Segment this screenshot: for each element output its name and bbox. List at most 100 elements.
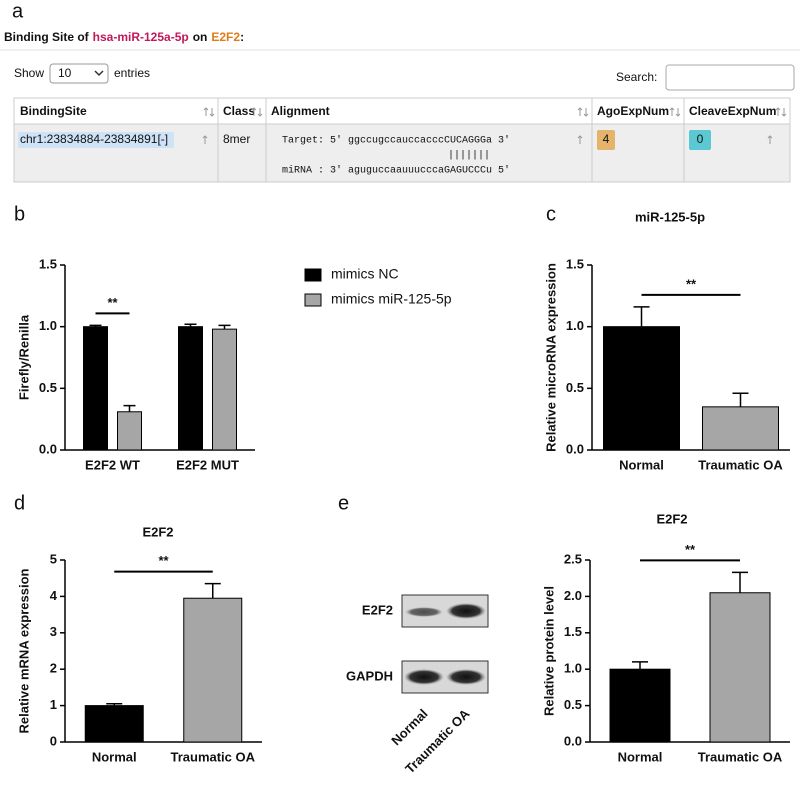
table-title: Binding Site of hsa-miR-125a-5p on E2F2:	[4, 30, 244, 44]
select-chevron	[94, 70, 104, 77]
title-text: Binding Site of	[4, 30, 90, 44]
y-tick-label: 1.5	[566, 256, 584, 271]
column-header[interactable]: CleaveExpNum	[689, 104, 776, 118]
error-bar	[732, 571, 748, 593]
site-class: 8mer	[223, 132, 250, 146]
mirna-seq: miRNA : 3' aguguccaauuucccaGAGUCCCu 5'	[282, 165, 510, 177]
panel-label: e	[338, 492, 349, 514]
y-tick-label: 0.0	[564, 733, 582, 748]
bar	[117, 411, 142, 451]
column-header[interactable]: Class	[223, 104, 255, 118]
sort-icon	[202, 135, 208, 144]
page-size-select[interactable]	[49, 63, 109, 84]
column-header[interactable]: Alignment	[271, 104, 330, 118]
column-header[interactable]: AgoExpNum	[597, 104, 669, 118]
y-tick-label: 1.0	[39, 318, 57, 333]
x-tick-label: E2F2 WT	[85, 457, 140, 472]
search-label: Search:	[616, 70, 657, 84]
y-tick-label: 3	[50, 624, 57, 639]
y-tick-label: 0.5	[564, 697, 582, 712]
y-tick-label: 2	[50, 661, 57, 676]
target-seq: Target: 5' ggccugccauccacccCUCAGGGa 3'	[282, 135, 510, 147]
table-header	[13, 97, 791, 125]
show-label: Show	[14, 66, 44, 80]
bar	[183, 597, 243, 743]
cleave-count: 0	[697, 132, 704, 146]
y-tick-label: 0.5	[39, 380, 57, 395]
y-axis-label: Firefly/Renilla	[16, 314, 31, 400]
x-tick-label: Normal	[618, 749, 663, 764]
panel-label: d	[14, 492, 25, 514]
y-tick-label: 0	[50, 733, 57, 748]
bar	[212, 328, 237, 451]
significance-label: **	[685, 542, 696, 557]
sort-icon	[669, 107, 681, 117]
panel-label: a	[12, 0, 24, 22]
error-bar	[732, 392, 749, 407]
legend-label: mimics miR-125-5p	[331, 291, 452, 307]
x-tick-label: Normal	[619, 457, 664, 472]
column-lines	[217, 98, 685, 182]
title-text: on	[193, 30, 208, 44]
y-tick-label: 0.0	[39, 441, 57, 456]
y-tick-label: 1.5	[564, 624, 582, 639]
y-tick-label: 1	[50, 697, 57, 712]
chart-title: miR-125-5p	[635, 209, 705, 224]
sort-icon	[577, 107, 589, 117]
y-tick-label: 1.5	[39, 256, 57, 271]
x-tick-label: Normal	[92, 749, 137, 764]
chart-title: E2F2	[142, 524, 173, 539]
cell-highlight	[18, 132, 174, 148]
legend-label: mimics NC	[331, 266, 399, 282]
error-bar	[218, 324, 231, 330]
legend-swatch	[304, 268, 322, 282]
x-tick-label: E2F2 MUT	[176, 457, 239, 472]
sort-icon	[577, 135, 583, 144]
bar	[178, 326, 203, 451]
bar	[83, 326, 108, 451]
title-gene: E2F2	[211, 30, 240, 44]
cleave-badge	[689, 130, 711, 150]
y-axis-label: Relative microRNA expression	[543, 263, 558, 452]
bar	[603, 326, 680, 451]
title-text: :	[240, 30, 244, 44]
y-axis-label: Relative protein level	[541, 586, 556, 716]
y-tick-label: 1.0	[564, 661, 582, 676]
blot-band	[405, 607, 443, 617]
bar	[84, 705, 144, 743]
ago-badge	[597, 130, 615, 150]
significance-label: **	[686, 276, 697, 291]
bar	[709, 592, 771, 743]
error-bar	[106, 703, 123, 706]
y-tick-label: 2.5	[564, 551, 582, 566]
ago-count: 4	[603, 132, 610, 146]
blot-label: GAPDH	[346, 668, 393, 683]
sort-icon	[767, 135, 773, 144]
legend-swatch	[304, 293, 322, 307]
binding-site: chr1:23834884-23834891[-]	[20, 132, 168, 146]
panel-label: b	[14, 203, 25, 225]
y-tick-label: 2.0	[564, 588, 582, 603]
column-header[interactable]: BindingSite	[20, 104, 87, 118]
lane-label: Normal	[388, 706, 430, 748]
sort-icon	[251, 107, 263, 117]
error-bar	[123, 404, 136, 412]
search-input[interactable]	[665, 64, 795, 91]
error-bar	[633, 306, 650, 327]
y-tick-label: 1.0	[566, 318, 584, 333]
x-tick-label: Traumatic OA	[698, 457, 783, 472]
bar	[702, 406, 779, 451]
y-tick-label: 0.0	[566, 441, 584, 456]
chart-title: E2F2	[656, 511, 687, 526]
sort-icon	[203, 107, 215, 117]
pairing: |||||||	[448, 150, 490, 162]
blot-band	[404, 669, 444, 685]
sort-icon	[775, 107, 787, 117]
error-bar	[632, 661, 648, 670]
title-mirna: hsa-miR-125a-5p	[93, 30, 189, 44]
x-tick-label: Traumatic OA	[170, 749, 255, 764]
blot-label: E2F2	[362, 602, 393, 617]
y-tick-label: 0.5	[566, 380, 584, 395]
entries-label: entries	[114, 66, 150, 80]
page-size-value: 10	[58, 66, 72, 80]
